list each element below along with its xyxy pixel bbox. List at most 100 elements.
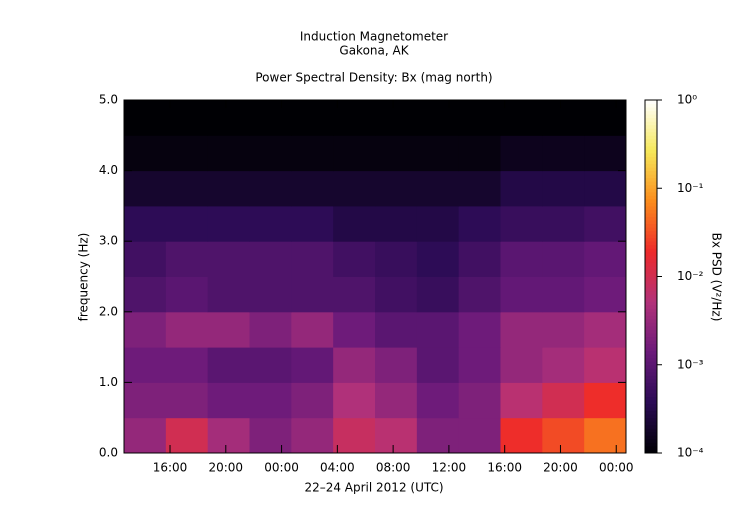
heatmap-cell	[291, 276, 334, 313]
colorbar-segment	[645, 248, 657, 253]
heatmap-cell	[584, 135, 627, 172]
colorbar-segment	[645, 100, 657, 105]
y-tick-label: 2.0	[99, 304, 118, 318]
heatmap-cell	[458, 241, 501, 277]
heatmap-cell	[375, 100, 418, 136]
heatmap-cell	[375, 205, 418, 242]
heatmap-cell	[500, 347, 543, 383]
heatmap-cell	[291, 382, 334, 419]
heatmap-cell	[249, 311, 292, 348]
heatmap-cell	[500, 276, 543, 313]
colorbar-segment	[645, 287, 657, 292]
colorbar-segment	[645, 188, 657, 193]
colorbar-segment	[645, 167, 657, 172]
colorbar-segment	[645, 244, 657, 249]
heatmap-cell	[416, 347, 460, 383]
heatmap-cell	[291, 311, 334, 348]
colorbar-segment	[645, 431, 657, 436]
colorbar-segment	[645, 385, 657, 390]
colorbar-segment	[645, 212, 657, 217]
colorbar-segment	[645, 220, 657, 225]
heatmap-cell	[375, 417, 418, 454]
heatmap-cell	[207, 382, 250, 419]
colorbar-segment	[645, 181, 657, 186]
heatmap-cell	[458, 276, 501, 313]
colorbar-segment	[645, 336, 657, 341]
colorbar-segment	[645, 121, 657, 126]
heatmap-cell	[165, 311, 209, 348]
colorbar-segment	[645, 258, 657, 263]
x-tick-label: 20:00	[543, 461, 578, 475]
heatmap-cell	[584, 205, 627, 242]
heatmap-cell	[375, 276, 418, 313]
heatmap-cell	[416, 311, 460, 348]
heatmap-cell	[500, 311, 543, 348]
colorbar-segment	[645, 375, 657, 380]
heatmap-cell	[416, 276, 460, 313]
colorbar-segment	[645, 294, 657, 299]
colorbar-segment	[645, 438, 657, 443]
chart-subtitle: Gakona, AK	[339, 44, 409, 58]
heatmap-cell	[375, 347, 418, 383]
heatmap-cell	[124, 417, 167, 454]
colorbar-segment	[645, 322, 657, 327]
y-tick-label: 5.0	[99, 93, 118, 107]
heatmap-cell	[542, 382, 585, 419]
heatmap-cell	[124, 135, 167, 172]
heatmap-cell	[333, 135, 376, 172]
heatmap-cell	[542, 100, 585, 136]
heatmap-cell	[165, 417, 209, 454]
y-tick-label: 3.0	[99, 234, 118, 248]
heatmap-cell	[542, 276, 585, 313]
colorbar-segment	[645, 124, 657, 129]
plot-title: Power Spectral Density: Bx (mag north)	[255, 71, 492, 85]
heatmap-cell	[333, 311, 376, 348]
colorbar-segment	[645, 237, 657, 242]
colorbar-segment	[645, 202, 657, 207]
colorbar-segment	[645, 241, 657, 246]
heatmap-cell	[500, 135, 543, 172]
heatmap-cell	[500, 382, 543, 419]
colorbar-segment	[645, 318, 657, 323]
colorbar-segment	[645, 138, 657, 143]
heatmap-cell	[249, 205, 292, 242]
heatmap-cell	[333, 276, 376, 313]
colorbar-segment	[645, 156, 657, 161]
chart-title: Induction Magnetometer	[300, 30, 448, 44]
heatmap-cell	[124, 311, 167, 348]
colorbar-segment	[645, 128, 657, 133]
colorbar-segment	[645, 272, 657, 277]
heatmap-cell	[416, 135, 460, 172]
colorbar-segment	[645, 424, 657, 429]
heatmap-cell	[458, 205, 501, 242]
colorbar-segment	[645, 325, 657, 330]
heatmap-cell	[458, 311, 501, 348]
colorbar-segment	[645, 177, 657, 182]
colorbar-segment	[645, 417, 657, 422]
colorbar-segment	[645, 350, 657, 355]
colorbar-segment	[645, 198, 657, 203]
colorbar-segment	[645, 308, 657, 313]
heatmap-cell	[249, 100, 292, 136]
y-tick-label: 4.0	[99, 163, 118, 177]
colorbar-segment	[645, 304, 657, 309]
heatmap-cell	[165, 241, 209, 277]
heatmap-cell	[333, 347, 376, 383]
heatmap-cell	[333, 205, 376, 242]
colorbar-segment	[645, 329, 657, 334]
colorbar-segment	[645, 392, 657, 398]
colorbar-segment	[645, 191, 657, 196]
heatmap-cell	[333, 170, 376, 207]
colorbar-segment	[645, 251, 657, 256]
heatmap-cell	[291, 347, 334, 383]
colorbar-segment	[645, 117, 657, 122]
colorbar-segment	[645, 442, 657, 447]
colorbar-segment	[645, 216, 657, 221]
colorbar-segment	[645, 311, 657, 316]
heatmap-cell	[542, 205, 585, 242]
plot-frame	[123, 99, 627, 454]
heatmap-cell	[458, 347, 501, 383]
colorbar-segment	[645, 160, 657, 165]
heatmap-cell	[124, 382, 167, 419]
colorbar-segment	[645, 149, 657, 154]
